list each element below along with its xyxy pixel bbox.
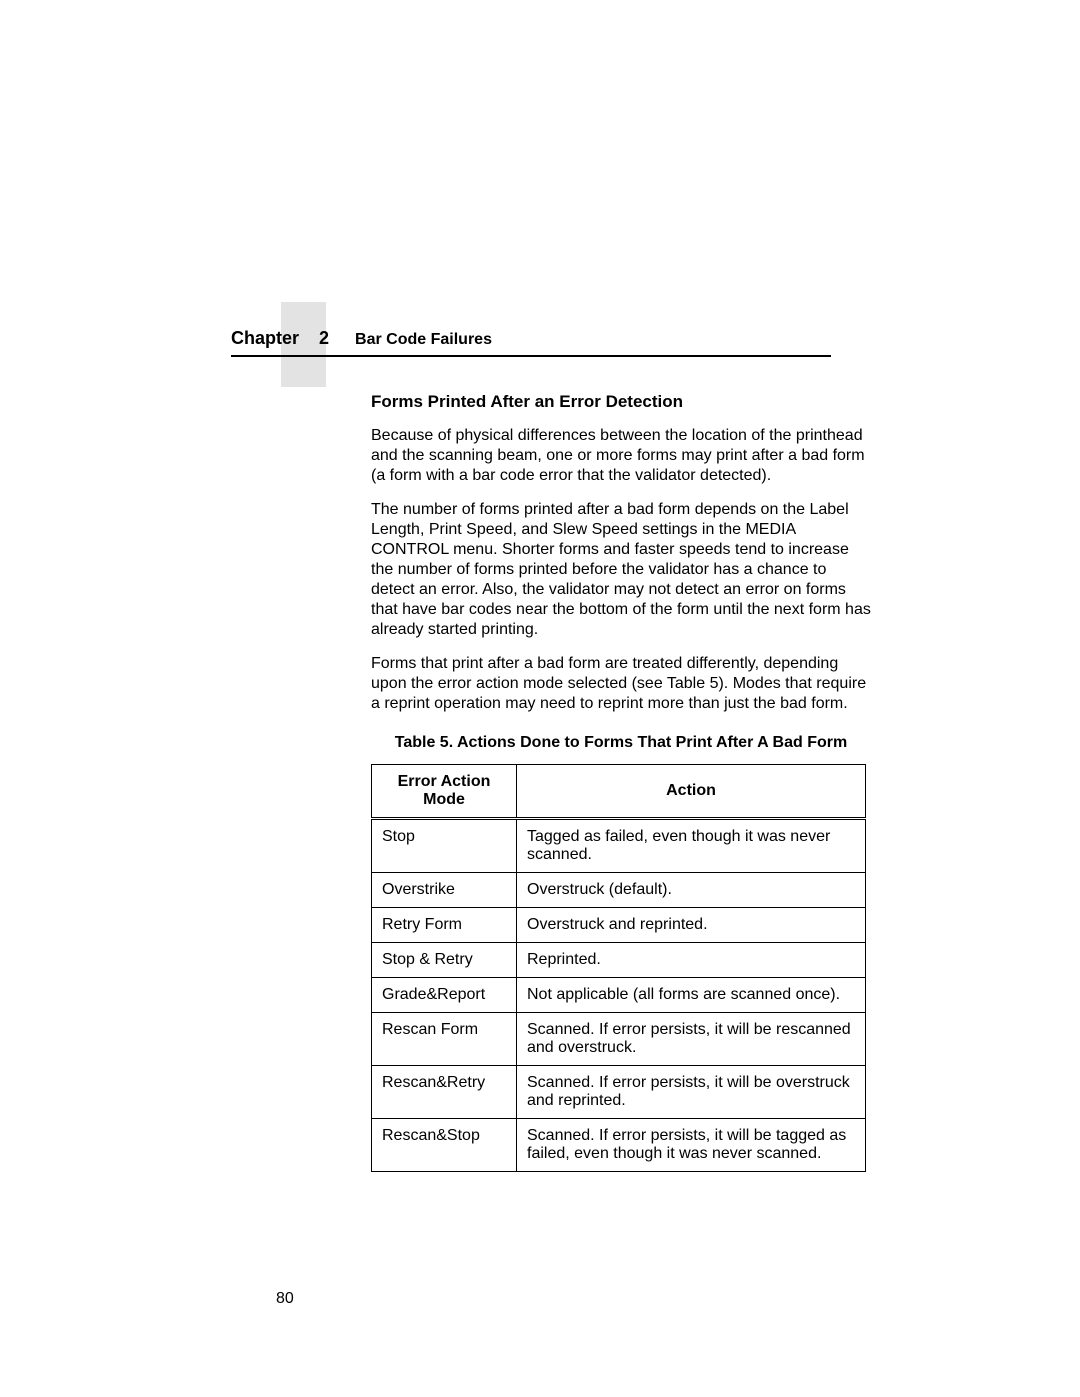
table-row: Overstrike Overstruck (default). xyxy=(372,873,866,908)
actions-table: Error Action Mode Action Stop Tagged as … xyxy=(371,764,866,1172)
body-paragraph: The number of forms printed after a bad … xyxy=(371,500,871,640)
cell-mode: Stop xyxy=(372,819,517,873)
table-header-action: Action xyxy=(517,765,866,819)
cell-mode: Rescan&Retry xyxy=(372,1066,517,1119)
body-paragraph: Forms that print after a bad form are tr… xyxy=(371,654,871,714)
table-row: Stop & Retry Reprinted. xyxy=(372,943,866,978)
table-body: Stop Tagged as failed, even though it wa… xyxy=(372,819,866,1172)
section-heading: Forms Printed After an Error Detection xyxy=(371,392,871,412)
cell-action: Scanned. If error persists, it will be o… xyxy=(517,1066,866,1119)
cell-action: Scanned. If error persists, it will be r… xyxy=(517,1013,866,1066)
chapter-title: Bar Code Failures xyxy=(355,331,492,349)
table-caption: Table 5. Actions Done to Forms That Prin… xyxy=(371,734,871,752)
chapter-word: Chapter xyxy=(231,328,299,349)
table-row: Rescan Form Scanned. If error persists, … xyxy=(372,1013,866,1066)
page-number: 80 xyxy=(276,1290,294,1308)
table-row: Retry Form Overstruck and reprinted. xyxy=(372,908,866,943)
cell-action: Tagged as failed, even though it was nev… xyxy=(517,819,866,873)
cell-mode: Grade&Report xyxy=(372,978,517,1013)
cell-action: Not applicable (all forms are scanned on… xyxy=(517,978,866,1013)
body-paragraph: Because of physical differences between … xyxy=(371,426,871,486)
table-header-row: Error Action Mode Action xyxy=(372,765,866,819)
cell-mode: Rescan&Stop xyxy=(372,1119,517,1172)
cell-mode: Stop & Retry xyxy=(372,943,517,978)
chapter-number: 2 xyxy=(319,328,329,349)
page-header: Chapter 2 Bar Code Failures xyxy=(231,328,831,357)
table-header-mode: Error Action Mode xyxy=(372,765,517,819)
cell-mode: Rescan Form xyxy=(372,1013,517,1066)
table-row: Grade&Report Not applicable (all forms a… xyxy=(372,978,866,1013)
cell-action: Overstruck (default). xyxy=(517,873,866,908)
page: Chapter 2 Bar Code Failures Forms Printe… xyxy=(0,0,1080,1397)
cell-action: Reprinted. xyxy=(517,943,866,978)
cell-mode: Retry Form xyxy=(372,908,517,943)
cell-mode: Overstrike xyxy=(372,873,517,908)
table-row: Rescan&Retry Scanned. If error persists,… xyxy=(372,1066,866,1119)
table-row: Rescan&Stop Scanned. If error persists, … xyxy=(372,1119,866,1172)
cell-action: Scanned. If error persists, it will be t… xyxy=(517,1119,866,1172)
header-inner: Chapter 2 Bar Code Failures xyxy=(231,328,831,349)
table-row: Stop Tagged as failed, even though it wa… xyxy=(372,819,866,873)
content-area: Forms Printed After an Error Detection B… xyxy=(371,392,871,1172)
cell-action: Overstruck and reprinted. xyxy=(517,908,866,943)
